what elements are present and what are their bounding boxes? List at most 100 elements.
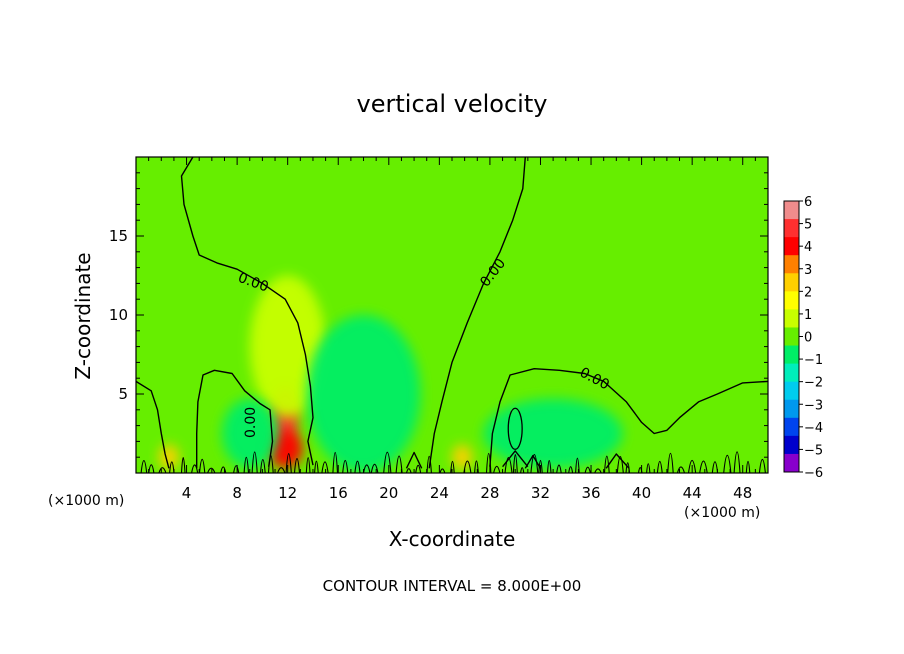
x-tick-label: 8 — [232, 484, 242, 502]
colorbar-label: 1 — [804, 308, 812, 323]
surface-contour — [504, 457, 513, 473]
zero-contours — [136, 157, 768, 473]
x-tick-label: 16 — [329, 484, 348, 502]
colorbar-swatch — [784, 345, 799, 365]
surface-contour — [676, 466, 686, 473]
surface-contour — [575, 457, 580, 473]
contour-line — [136, 380, 170, 469]
contour-line — [524, 454, 542, 469]
surface-contour — [603, 455, 610, 473]
surface-contour — [293, 458, 301, 473]
colorbar-label: −5 — [804, 443, 823, 458]
chart-title: vertical velocity — [357, 90, 548, 118]
surface-contour — [485, 452, 492, 473]
x-tick-label: 40 — [632, 484, 651, 502]
surface-contour — [520, 467, 525, 473]
colorbar-swatch — [784, 237, 799, 256]
field-feature — [221, 398, 278, 469]
colorbar-swatch — [784, 363, 799, 383]
surface-contour — [594, 468, 602, 473]
surface-contour — [426, 455, 432, 473]
surface-contour — [646, 463, 651, 473]
contour-line — [195, 369, 274, 469]
x-tick-label: 32 — [531, 484, 550, 502]
surface-contour — [439, 468, 446, 473]
surface-contour — [267, 455, 274, 473]
contour-interval-footer: CONTOUR INTERVAL = 8.000E+00 — [323, 577, 582, 595]
contour-label: 0.00 — [243, 407, 259, 438]
colorbar-swatch — [784, 381, 799, 401]
surface-contour — [354, 460, 361, 473]
contour-line — [507, 407, 523, 450]
colorbar-label: 3 — [804, 263, 812, 278]
surface-contour — [745, 460, 751, 473]
colorbar: 6 5 4 3 2 1 0 −1 −2 −3 −4 −5 −6 — [783, 195, 823, 481]
surface-contour — [616, 456, 624, 473]
x-tick-label: 48 — [733, 484, 752, 502]
surface-contour — [305, 457, 311, 473]
x-unit-label-right: (×1000 m) — [684, 505, 760, 521]
contour-line — [489, 368, 768, 467]
surface-contour — [546, 460, 552, 473]
surface-contour — [493, 465, 501, 473]
colorbar-swatch — [784, 309, 799, 328]
colorbar-swatch — [784, 327, 799, 347]
colorbar-swatch — [784, 399, 799, 419]
surface-contour — [314, 460, 319, 473]
surface-contour — [342, 459, 349, 473]
surface-contour — [474, 460, 479, 473]
y-tick-label: 5 — [118, 385, 128, 403]
surface-contour — [277, 467, 286, 473]
colorbar-label: −1 — [804, 353, 823, 368]
colorbar-label: 4 — [804, 240, 812, 255]
surface-contour — [733, 451, 741, 473]
surface-contour — [198, 458, 206, 473]
surface-contour — [584, 466, 591, 473]
surface-contour — [362, 464, 371, 473]
surface-contour — [243, 456, 250, 473]
colorbar-label: −3 — [804, 398, 823, 413]
surface-contour — [699, 460, 708, 473]
contour-line — [605, 453, 630, 469]
field-feature — [452, 444, 473, 470]
surface-contour — [191, 464, 199, 473]
surface-contour — [723, 454, 732, 473]
field-feature — [306, 315, 421, 473]
surface-contour — [158, 467, 167, 473]
field-feature — [249, 275, 326, 418]
y-tick-label: 10 — [109, 306, 128, 324]
plot-area: 0.00 0.000.000.00 — [135, 156, 769, 474]
surface-contour — [370, 463, 379, 473]
surface-contour — [220, 466, 227, 473]
contour-line — [405, 451, 423, 469]
colorbar-label: 5 — [804, 218, 812, 233]
colorbar-label: 2 — [804, 285, 812, 300]
colorbar-swatch — [784, 435, 799, 455]
surface-contour — [395, 455, 403, 473]
x-axis-label: X-coordinate — [389, 527, 516, 551]
surface-contour — [568, 466, 574, 473]
surface-contour — [656, 460, 663, 473]
field-feature — [483, 398, 623, 469]
surface-contour — [180, 457, 186, 473]
surface-contour — [321, 461, 329, 473]
surface-contour — [140, 460, 148, 473]
surface-contour — [259, 459, 266, 473]
colorbar-swatch — [784, 273, 799, 292]
x-tick-label: 12 — [278, 484, 297, 502]
surface-contour — [530, 454, 539, 473]
surface-contour — [415, 464, 422, 473]
surface-contour — [285, 453, 292, 473]
surface-contour — [556, 464, 562, 473]
colorbar-swatch — [784, 453, 799, 473]
surface-contour — [405, 468, 412, 473]
x-tick-label: 36 — [581, 484, 600, 502]
x-tick-label: 44 — [683, 484, 702, 502]
colorbar-swatch — [784, 417, 799, 437]
velocity-field — [136, 157, 768, 473]
x-unit-label-left: (×1000 m) — [48, 493, 124, 509]
surface-contour — [251, 451, 258, 473]
x-tick-label: 24 — [430, 484, 449, 502]
colorbar-label: −6 — [804, 466, 823, 481]
